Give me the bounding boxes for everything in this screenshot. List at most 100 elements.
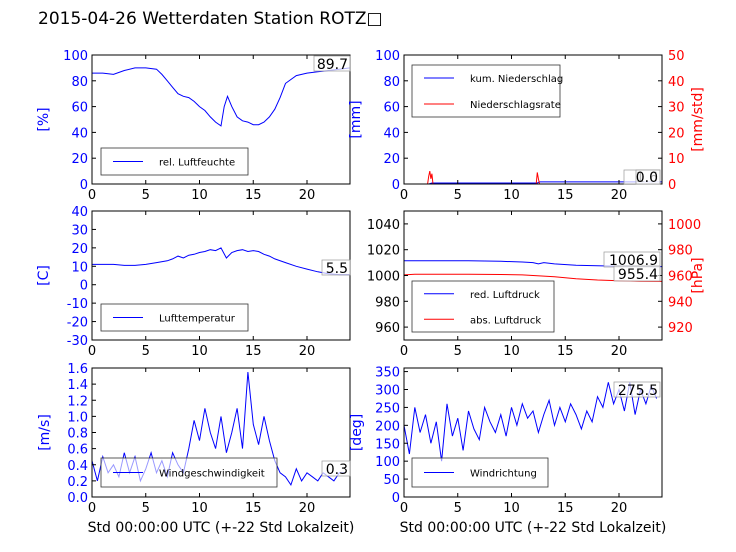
y-tick-label: 350: [375, 366, 400, 381]
x-axis-label: Std 00:00:00 UTC (+-22 Std Lokalzeit): [88, 520, 355, 536]
plot-frame: [403, 367, 663, 498]
legend-label: Lufttemperatur: [159, 314, 236, 325]
y-tick-label: 80: [383, 75, 400, 90]
y-tick-label: 20: [71, 242, 88, 257]
x-tick-label: 5: [454, 188, 462, 203]
y-tick-label: 40: [71, 205, 88, 220]
x-tick-label: 20: [611, 501, 628, 516]
y-axis-label: [deg]: [349, 414, 365, 451]
y-tick-label: -30: [67, 334, 88, 349]
panel-pressure: 0 5 10 15 20 960 980 1000 1020 1040 920 940 960 980 10…: [367, 210, 706, 359]
y-axis-label: [C]: [36, 265, 52, 286]
x-tick-label: 15: [557, 188, 574, 203]
y-tick-label: 0.4: [67, 459, 88, 474]
y-tick-label: 0: [80, 279, 88, 294]
x-axis-label: Std 00:00:00 UTC (+-22 Std Lokalzeit): [400, 520, 667, 536]
series-line-windrichtung: [403, 382, 658, 462]
x-tick-label: 20: [299, 188, 316, 203]
y-tick-label: 20: [383, 152, 400, 167]
x-tick-label: 0: [400, 188, 408, 203]
legend-label: red. Luftdruck: [470, 290, 540, 301]
value-annotation-box: [321, 460, 351, 477]
x-tick-label: 0: [88, 344, 96, 359]
x-tick-label: 20: [611, 344, 628, 359]
y2-tick-label: 920: [668, 321, 693, 336]
value-annotation-box: [613, 265, 661, 282]
y-tick-label: 980: [375, 295, 400, 310]
value-annotation: 275.5: [618, 383, 658, 399]
x-tick-label: 0: [400, 344, 408, 359]
y-tick-label: 40: [383, 126, 400, 141]
y2-axis-label: [mm/std]: [690, 87, 706, 152]
y2-tick-label: 20: [668, 126, 685, 141]
y-tick-label: 200: [375, 419, 400, 434]
series-line-rel-luftfeuchte: [92, 67, 351, 127]
x-tick-label: 10: [503, 501, 520, 516]
y-tick-label: 0.2: [67, 475, 88, 490]
y-tick-label: 60: [71, 101, 88, 116]
series-line-lufttemperatur: [92, 247, 350, 276]
y-tick-label: 0.8: [67, 427, 88, 442]
x-tick-label: 5: [454, 501, 462, 516]
x-tick-label: 0: [400, 501, 408, 516]
y-tick-label: 1020: [367, 244, 400, 259]
y2-tick-label: 0: [668, 178, 676, 193]
x-tick-label: 10: [503, 344, 520, 359]
x-tick-label: 15: [245, 501, 262, 516]
legend-label: Windgeschwindigkeit: [159, 469, 265, 480]
y2-tick-label: 980: [668, 244, 693, 259]
y-tick-label: 100: [63, 49, 88, 64]
panel-precipitation: 0 5 10 15 20 0 20 40 60 80 100 0 10 20 30 40 50 [mm] [mm/s…: [348, 49, 706, 203]
x-tick-label: 5: [142, 344, 150, 359]
y-tick-label: 0.0: [67, 491, 88, 506]
y-tick-label: 960: [375, 321, 400, 336]
x-tick-label: 15: [557, 501, 574, 516]
legend-box: [411, 64, 561, 118]
y2-tick-label: 50: [668, 49, 685, 64]
x-tick-label: 15: [557, 344, 574, 359]
x-tick-label: 10: [503, 188, 520, 203]
x-tick-label: 15: [245, 344, 262, 359]
figure-title: 2015-04-26 Wetterdaten Station ROTZ□: [38, 9, 383, 29]
value-annotation-box: [635, 169, 661, 185]
x-tick-label: 10: [191, 188, 208, 203]
legend-label: rel. Luftfeuchte: [159, 158, 235, 169]
y-tick-label: 0: [392, 491, 400, 506]
y-tick-label: 250: [375, 401, 400, 416]
y-tick-label: 150: [375, 437, 400, 452]
y-tick-label: -10: [67, 297, 88, 312]
value-annotation: 1006.9: [609, 253, 658, 269]
y-tick-label: 80: [71, 75, 88, 90]
series-line-niederschlagsrate: [404, 170, 662, 185]
x-tick-label: 20: [299, 344, 316, 359]
y-axis-label: [%]: [36, 107, 52, 131]
y2-tick-label: 1000: [668, 218, 701, 233]
y-tick-label: -20: [67, 316, 88, 331]
y-tick-label: 0.6: [67, 443, 88, 458]
y-tick-label: 1.4: [67, 378, 88, 393]
legend-box: [411, 280, 555, 333]
x-tick-label: 15: [245, 188, 262, 203]
legend-label: kum. Niederschlag: [470, 74, 563, 85]
value-annotation: 955.4: [618, 267, 658, 283]
y-tick-label: 300: [375, 384, 400, 399]
y-axis-label: [mm]: [348, 100, 364, 138]
legend-label: abs. Luftdruck: [470, 315, 541, 326]
legend-label: Niederschlagsrate: [470, 100, 561, 111]
y-tick-label: 1000: [367, 270, 400, 285]
x-tick-label: 0: [88, 188, 96, 203]
plot-frame: [91, 54, 351, 185]
x-tick-label: 0: [88, 501, 96, 516]
value-annotation-box: [613, 381, 661, 398]
x-tick-label: 5: [142, 188, 150, 203]
y2-axis-label: [hPa]: [690, 257, 706, 293]
value-annotation-box: [321, 259, 351, 276]
y2-tick-label: 40: [668, 75, 685, 90]
y-tick-label: 10: [71, 260, 88, 275]
plot-frame: [91, 210, 351, 341]
y2-tick-label: 940: [668, 295, 693, 310]
x-tick-label: 10: [191, 344, 208, 359]
value-annotation-box: [313, 55, 351, 72]
